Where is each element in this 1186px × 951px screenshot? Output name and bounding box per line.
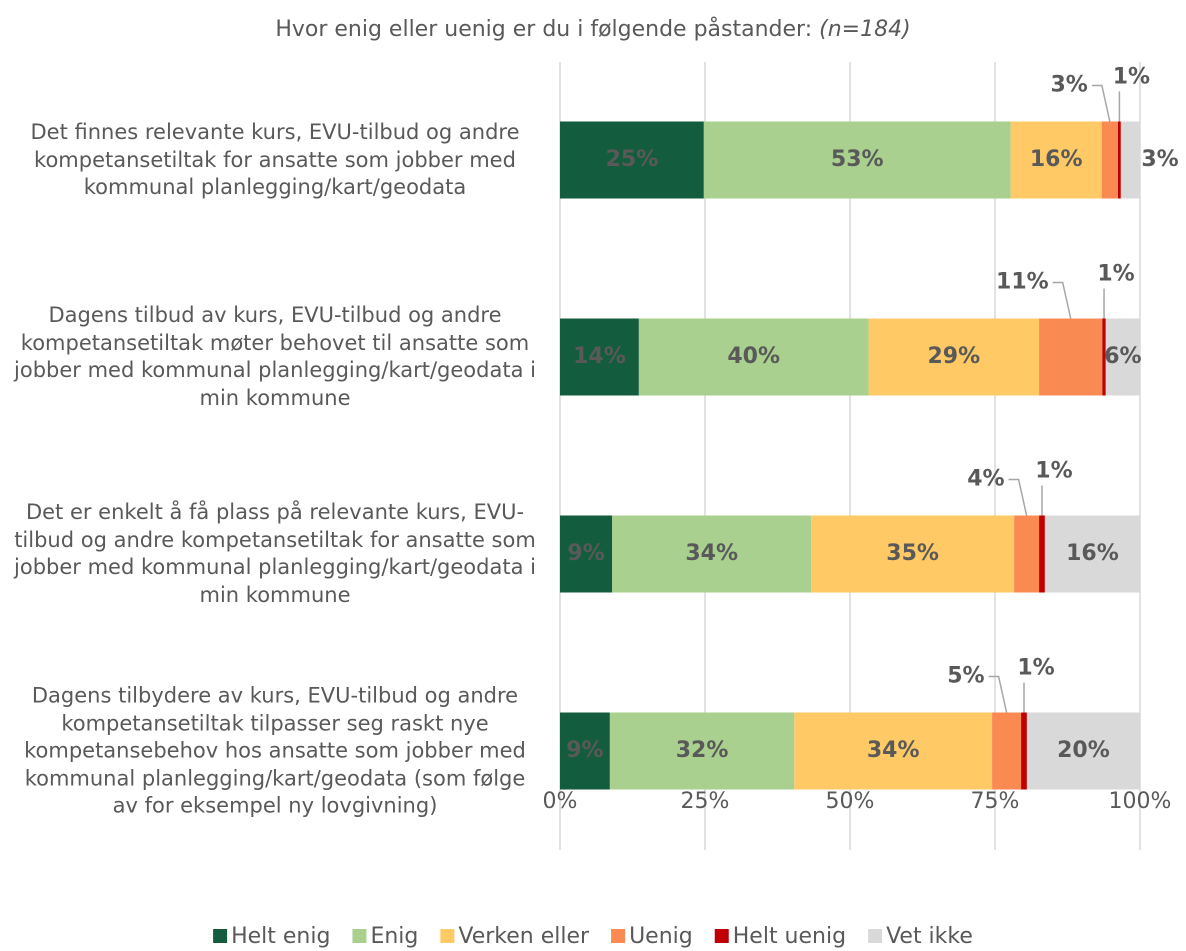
value-label: 6% <box>1104 344 1141 369</box>
category-label: Dagens tilbydere av kurs, EVU-tilbud og … <box>24 683 526 818</box>
chart-title: Hvor enig eller uenig er du i følgende p… <box>275 16 910 42</box>
value-label: 34% <box>867 738 920 763</box>
value-label: 29% <box>927 344 980 369</box>
value-label: 16% <box>1066 541 1119 566</box>
x-tick-label: 0% <box>543 789 578 814</box>
bar-segment <box>612 515 812 593</box>
value-label: 25% <box>606 147 659 172</box>
value-label: 3% <box>1050 73 1087 98</box>
legend-swatch <box>611 929 626 943</box>
bar-segment <box>1044 515 1140 593</box>
leader-line <box>1008 478 1028 516</box>
subtitle: (n=184) <box>819 17 911 42</box>
bar-segment <box>1105 318 1140 396</box>
value-label: 1% <box>1113 65 1150 90</box>
value-label: 32% <box>676 738 729 763</box>
legend-swatch <box>868 929 883 943</box>
title: Hvor enig eller uenig er du i følgende p… <box>275 16 812 42</box>
legend-swatch <box>440 929 455 943</box>
x-tick-label: 25% <box>681 789 730 814</box>
bar-segment <box>811 515 1015 593</box>
value-label: 4% <box>967 467 1004 492</box>
legend-swatch <box>213 929 228 943</box>
value-label: 9% <box>566 738 603 763</box>
bar-segment <box>794 712 993 790</box>
value-label: 1% <box>1035 459 1072 484</box>
legend-label: Helt uenig <box>733 924 846 949</box>
bar-segment <box>1120 121 1140 199</box>
bar-segment <box>1021 712 1027 790</box>
bar-segment <box>1102 318 1106 396</box>
value-label: 35% <box>886 541 939 566</box>
x-tick-label: 100% <box>1109 789 1172 814</box>
bar-segment <box>560 712 610 790</box>
bar-segment <box>868 318 1040 396</box>
legend-swatch <box>714 929 729 943</box>
bar-segment <box>1014 515 1040 593</box>
value-label: 14% <box>573 344 626 369</box>
category-label: Det finnes relevante kurs, EVU-tilbud og… <box>30 119 520 199</box>
legend-label: Enig <box>370 924 418 949</box>
bar-segment <box>638 318 869 396</box>
value-label: 5% <box>947 664 984 689</box>
leader-line <box>1091 84 1111 122</box>
bar-segment <box>1101 121 1118 199</box>
value-label: 3% <box>1141 147 1178 172</box>
leader-line <box>988 675 1008 713</box>
bar-segment <box>992 712 1022 790</box>
bar-segment <box>1117 121 1121 199</box>
bar-segment <box>609 712 795 790</box>
value-label: 40% <box>727 344 780 369</box>
category-label: Dagens tilbud av kurs, EVU-tilbud og and… <box>14 303 536 410</box>
bar-segment <box>1026 712 1140 790</box>
legend-label: Verken eller <box>458 924 590 949</box>
bar-segment <box>1010 121 1102 199</box>
value-label: 1% <box>1097 262 1134 287</box>
bar-segment <box>703 121 1011 199</box>
leader-line <box>1052 281 1072 319</box>
x-tick-label: 75% <box>971 789 1020 814</box>
bar-segment <box>560 318 639 396</box>
value-label: 34% <box>685 541 738 566</box>
value-label: 9% <box>567 541 604 566</box>
value-label: 16% <box>1030 147 1083 172</box>
x-tick-label: 50% <box>826 789 875 814</box>
category-label: Det er enkelt å få plass på relevante ku… <box>14 500 536 607</box>
legend-swatch <box>352 929 367 943</box>
value-label: 20% <box>1057 738 1110 763</box>
value-label: 11% <box>996 270 1049 295</box>
bar-segment <box>1039 318 1103 396</box>
value-label: 53% <box>831 147 884 172</box>
bar-segment <box>1039 515 1045 593</box>
legend-label: Helt enig <box>231 924 330 949</box>
value-label: 1% <box>1017 656 1054 681</box>
legend-label: Vet ikke <box>886 924 973 949</box>
bar-segment <box>560 121 704 199</box>
bar-segment <box>560 515 613 593</box>
legend-label: Uenig <box>629 924 693 949</box>
